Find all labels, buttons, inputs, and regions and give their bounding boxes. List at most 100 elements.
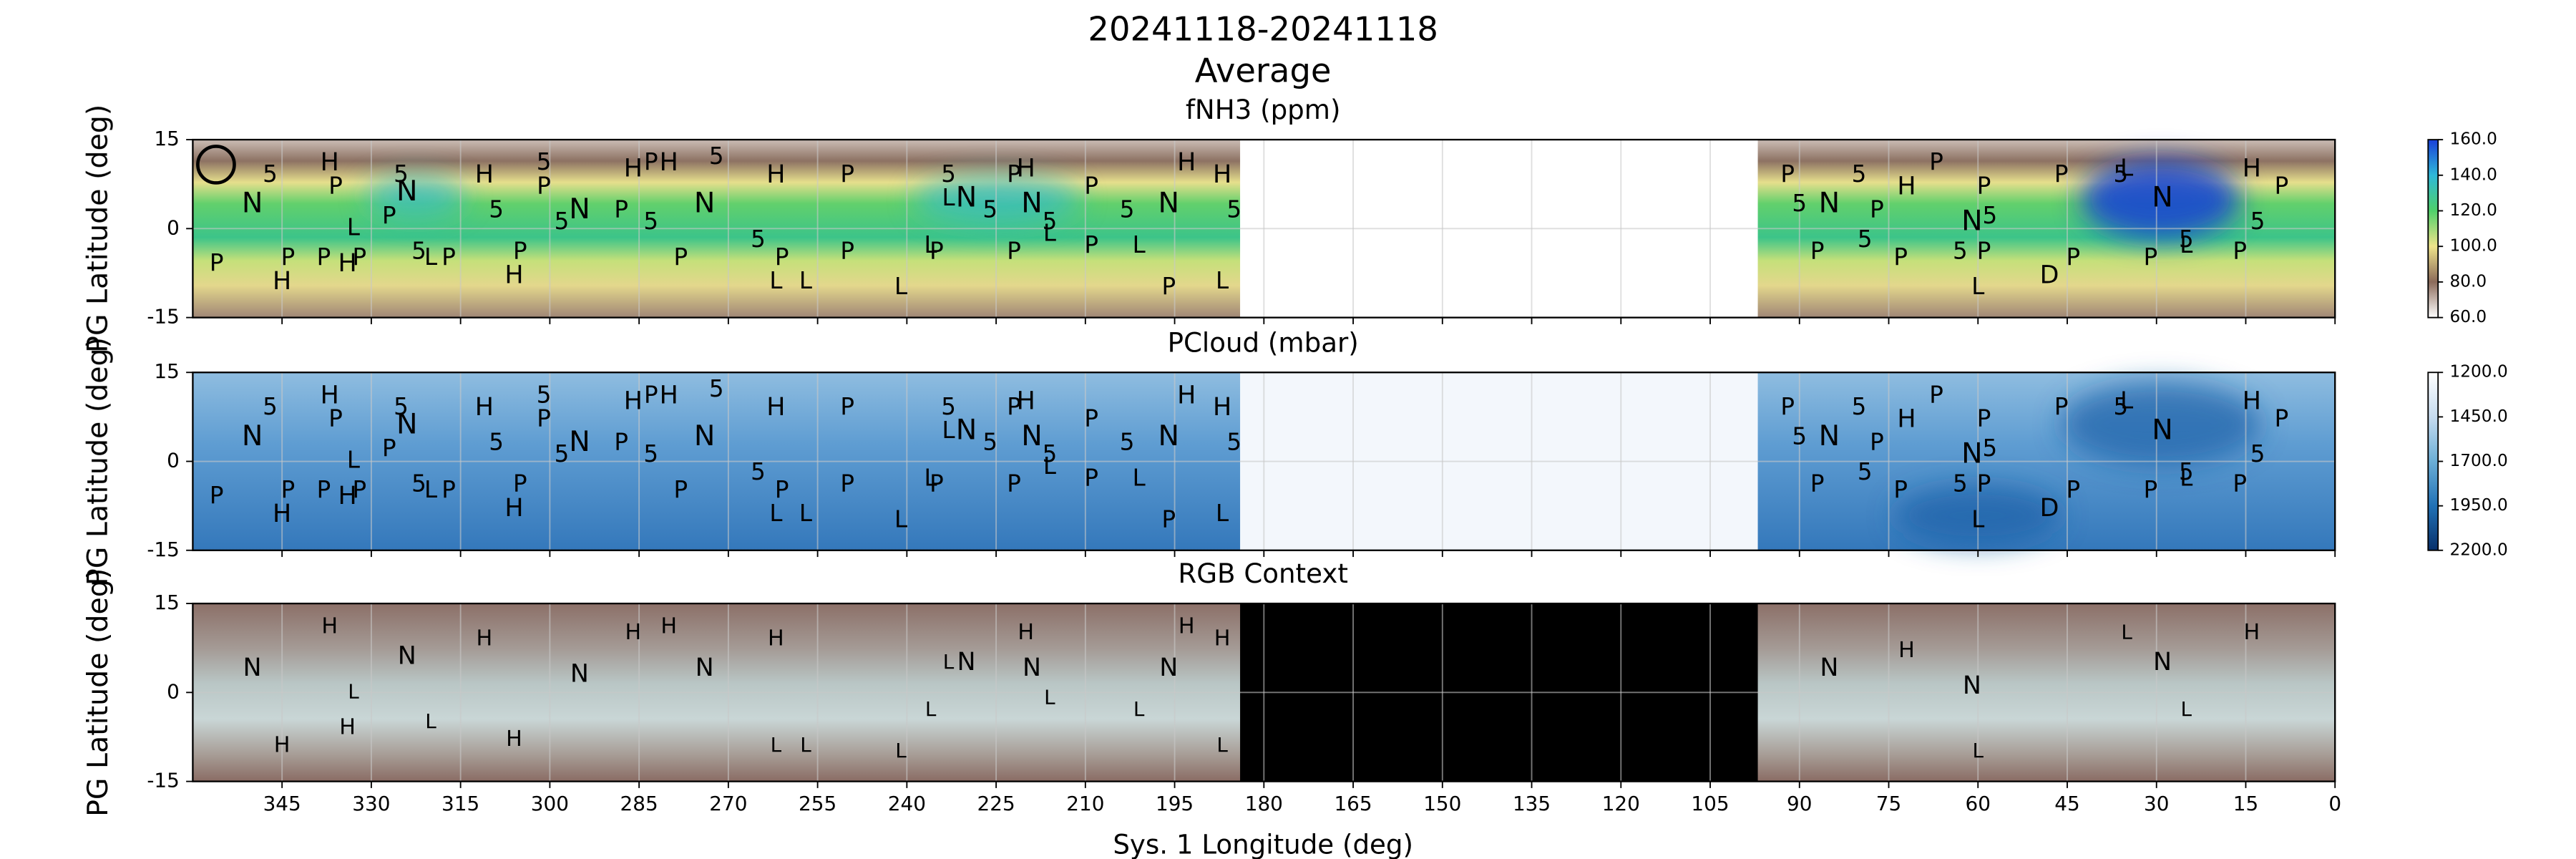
nh3-region bbox=[914, 176, 1080, 223]
feature-marker: P bbox=[2275, 405, 2289, 432]
y-tick-label: 15 bbox=[154, 127, 179, 150]
feature-marker: N bbox=[956, 180, 977, 213]
feature-marker: P bbox=[2233, 470, 2247, 498]
feature-marker: P bbox=[1929, 148, 1943, 175]
feature-marker: H bbox=[1213, 160, 1231, 189]
feature-marker: L bbox=[424, 476, 437, 503]
feature-marker: N bbox=[1158, 419, 1179, 452]
feature-marker: 5 bbox=[1120, 196, 1135, 223]
feature-marker: N bbox=[1963, 671, 1981, 700]
feature-marker: N bbox=[1021, 419, 1043, 452]
y-axis-label: PG Latitude (deg) bbox=[82, 337, 114, 586]
x-tick-label: 165 bbox=[1334, 792, 1372, 815]
feature-marker: 5 bbox=[489, 196, 504, 223]
colorbar-tick-label: 1700.0 bbox=[2449, 451, 2507, 470]
feature-marker: L bbox=[894, 505, 907, 533]
feature-marker: L bbox=[1216, 733, 1228, 757]
feature-marker: P bbox=[328, 172, 343, 199]
feature-marker: 5 bbox=[1858, 225, 1873, 253]
feature-marker: H bbox=[660, 614, 677, 639]
feature-marker: N bbox=[570, 659, 589, 688]
x-tick-label: 225 bbox=[977, 792, 1015, 815]
feature-marker: 5 bbox=[1953, 237, 1968, 264]
feature-marker: P bbox=[674, 476, 688, 503]
feature-marker: P bbox=[2067, 476, 2081, 503]
feature-marker: N bbox=[956, 414, 977, 447]
feature-marker: 5 bbox=[709, 375, 724, 402]
feature-marker: L bbox=[769, 267, 782, 294]
feature-marker: D bbox=[2040, 261, 2059, 290]
feature-marker: P bbox=[674, 243, 688, 271]
panel-frame bbox=[192, 602, 2336, 782]
location-marker bbox=[196, 145, 236, 185]
x-tick-label: 180 bbox=[1245, 792, 1283, 815]
feature-marker: H bbox=[660, 148, 678, 177]
feature-marker: H bbox=[1179, 614, 1195, 639]
feature-marker: 5 bbox=[1792, 422, 1807, 450]
feature-marker: P bbox=[352, 243, 366, 271]
feature-marker: P bbox=[1977, 172, 1991, 199]
x-tick-label: 135 bbox=[1513, 792, 1551, 815]
feature-marker: P bbox=[317, 243, 331, 271]
feature-marker: H bbox=[504, 261, 523, 290]
feature-marker: P bbox=[2233, 237, 2247, 264]
feature-marker: L bbox=[347, 447, 360, 474]
axes-layer: 20241118-20241118 Average fNH3 (ppm) -15 0… bbox=[82, 10, 2508, 859]
feature-marker: N bbox=[396, 175, 418, 208]
feature-marker: 5 bbox=[555, 440, 570, 467]
feature-marker: 5 bbox=[1043, 440, 1058, 467]
feature-marker: L bbox=[942, 184, 955, 211]
feature-marker: 5 bbox=[1120, 429, 1135, 456]
feature-marker: H bbox=[2243, 387, 2261, 416]
figure-title: 20241118-20241118 bbox=[1088, 10, 1438, 49]
feature-marker: L bbox=[894, 273, 907, 300]
feature-marker: L bbox=[424, 243, 437, 271]
feature-marker: N bbox=[1819, 419, 1840, 452]
x-tick-label: 150 bbox=[1423, 792, 1461, 815]
feature-marker: P bbox=[1893, 476, 1908, 503]
feature-marker: P bbox=[1007, 470, 1021, 498]
feature-marker: N bbox=[398, 642, 416, 671]
feature-marker: N bbox=[1158, 187, 1179, 220]
feature-marker: 5 bbox=[2179, 225, 2194, 253]
feature-marker: 5 bbox=[941, 393, 956, 420]
feature-marker: H bbox=[321, 614, 338, 639]
feature-marker: 5 bbox=[751, 225, 766, 253]
nh3-low-region bbox=[2080, 159, 2240, 240]
feature-marker: P bbox=[1084, 405, 1098, 432]
feature-marker: N bbox=[1159, 654, 1178, 682]
feature-marker: P bbox=[840, 470, 854, 498]
feature-marker: H bbox=[1017, 155, 1035, 183]
feature-marker: 5 bbox=[394, 160, 409, 188]
feature-marker: L bbox=[2120, 387, 2133, 414]
colorbar-tick-label: 80.0 bbox=[2449, 271, 2487, 291]
feature-marker: H bbox=[475, 393, 494, 422]
feature-marker: 5 bbox=[489, 429, 504, 456]
feature-marker: P bbox=[614, 429, 628, 456]
y-axis-label: PG Latitude (deg) bbox=[82, 568, 114, 817]
feature-marker: P bbox=[382, 435, 396, 462]
feature-marker: 5 bbox=[537, 148, 552, 175]
feature-marker: P bbox=[513, 237, 527, 264]
panel-frame bbox=[192, 138, 2336, 319]
feature-marker: P bbox=[2054, 393, 2069, 420]
feature-marker: L bbox=[1043, 220, 1056, 247]
colorbar-tick-label: 60.0 bbox=[2449, 307, 2487, 326]
feature-marker: 5 bbox=[1226, 429, 1241, 456]
feature-marker: N bbox=[1023, 654, 1041, 682]
feature-marker: P bbox=[1977, 470, 1991, 498]
feature-marker: L bbox=[1216, 500, 1229, 527]
feature-marker: H bbox=[339, 715, 356, 740]
x-tick-label: 195 bbox=[1156, 792, 1194, 815]
feature-marker: 5 bbox=[643, 440, 658, 467]
feature-marker: N bbox=[2152, 414, 2173, 447]
feature-marker: N bbox=[242, 419, 263, 452]
feature-marker: P bbox=[2144, 243, 2158, 271]
feature-marker: P bbox=[1977, 405, 1991, 432]
x-tick-label: 15 bbox=[2233, 792, 2258, 815]
feature-marker: 5 bbox=[411, 470, 426, 498]
feature-marker: N bbox=[396, 407, 418, 440]
x-tick-label: 30 bbox=[2144, 792, 2169, 815]
feature-marker: P bbox=[2275, 172, 2289, 199]
panel-title: RGB Context bbox=[1178, 558, 1347, 589]
